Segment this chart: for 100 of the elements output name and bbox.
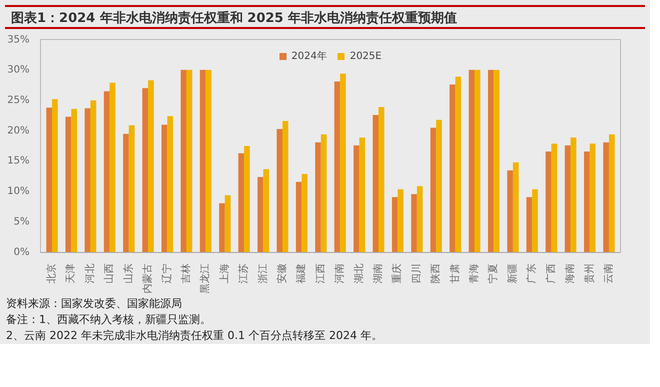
bar: [354, 145, 360, 252]
bar: [334, 81, 340, 252]
bar: [282, 121, 288, 252]
x-tick-label: 湖南: [372, 264, 384, 284]
y-tick-label: 35%: [7, 34, 30, 46]
text: 2、云南 2022 年未完成非水电消纳责任权重 0.1 个百分点转移至 2024 年。: [6, 328, 382, 344]
bar: [551, 144, 558, 252]
bar: [398, 189, 404, 252]
y-tick-label: 0%: [14, 247, 30, 258]
x-tick-label: 江苏: [238, 264, 250, 284]
text: 资料来源：国家发改委、国家能源局: [6, 296, 182, 312]
bar: [372, 114, 379, 252]
x-tick-label: 辽宁: [160, 264, 173, 284]
x-tick-label: 湖北: [352, 264, 365, 284]
x-tick-label: 陕西: [430, 264, 442, 284]
bar: [180, 70, 186, 252]
bar: [296, 182, 302, 252]
bar: [238, 153, 244, 252]
text: 备注：1、西藏不纳入考核，新疆只监测。: [6, 312, 211, 328]
bar: [359, 137, 366, 252]
bar: [436, 120, 442, 252]
bar: [320, 134, 327, 252]
bar: [590, 144, 596, 252]
x-tick-label: 山东: [122, 264, 134, 284]
bar: [378, 107, 384, 252]
bar: [416, 186, 423, 252]
bar: [90, 100, 96, 252]
legend-label: 2025E: [350, 50, 382, 62]
bar: [507, 170, 513, 252]
bar: [84, 108, 90, 252]
bar: [340, 74, 346, 252]
bar: [512, 162, 519, 252]
bar: [46, 108, 52, 252]
bar: [224, 195, 231, 252]
x-tick-label: 四川: [410, 264, 422, 284]
bar: [450, 84, 456, 252]
x-tick-label: 浙江: [256, 264, 269, 284]
bar: [71, 108, 77, 252]
bar: [468, 70, 475, 252]
bar: [128, 125, 135, 252]
x-tick-label: 河南: [334, 264, 346, 284]
y-tick-label: 15%: [7, 156, 30, 167]
bar: [603, 142, 609, 252]
bar: [258, 177, 264, 252]
bar: [244, 146, 250, 252]
bar: [186, 70, 192, 252]
bar: [430, 128, 436, 252]
x-tick-label: 河北: [84, 264, 96, 284]
bar: [161, 124, 168, 252]
x-tick-label: 江西: [314, 264, 326, 284]
bar: [455, 76, 462, 252]
bar: [104, 91, 110, 252]
x-tick-label: 福建: [295, 264, 308, 284]
bar: [200, 70, 206, 252]
y-tick-label: 25%: [7, 94, 30, 106]
x-tick-label: 黑龙江: [199, 264, 212, 294]
x-tick-label: 广西: [544, 264, 557, 284]
bar: [142, 88, 148, 252]
bar: [219, 203, 225, 252]
bar: [570, 137, 576, 252]
bar: [546, 151, 552, 252]
bar: [392, 197, 398, 252]
bar: [52, 99, 58, 252]
x-tick-label: 青海: [468, 264, 480, 284]
y-tick-label: 10%: [7, 186, 30, 198]
bar: [411, 194, 417, 252]
bar: [167, 116, 174, 252]
y-tick-label: 20%: [7, 125, 30, 136]
bar: [206, 70, 212, 252]
x-tick-label: 海南: [564, 264, 576, 284]
x-tick-label: 重庆: [391, 264, 404, 284]
x-tick-label: 内蒙古: [142, 264, 154, 294]
bar: [110, 82, 116, 252]
bar: [302, 174, 308, 252]
legend-label: 2024年: [291, 50, 327, 63]
x-tick-label: 吉林: [180, 264, 192, 284]
x-tick-label: 广东: [526, 264, 538, 284]
x-tick-label: 云南: [602, 264, 614, 284]
bar: [474, 70, 480, 252]
bar: [65, 116, 72, 252]
x-tick-label: 宁夏: [487, 264, 500, 284]
x-tick-label: 上海: [218, 264, 230, 284]
bar: [123, 134, 129, 252]
bar: [488, 70, 494, 252]
y-tick-label: 30%: [7, 64, 30, 76]
x-tick-label: 安徽: [276, 264, 288, 284]
x-tick-label: 新疆: [506, 264, 518, 284]
chart-title: 图表1：2024 年非水电消纳责任权重和 2025 年非水电消纳责任权重预期值: [11, 10, 457, 28]
bar: [584, 151, 590, 252]
bar: [494, 70, 500, 252]
x-tick-label: 北京: [46, 264, 58, 284]
bar: [148, 80, 154, 252]
x-tick-label: 山西: [103, 264, 116, 284]
bar: [315, 142, 321, 252]
bar: [526, 197, 532, 252]
bar: [532, 189, 538, 252]
bar: [564, 145, 571, 252]
y-tick-label: 5%: [14, 216, 30, 228]
bar: [276, 128, 282, 252]
x-tick-label: 贵州: [583, 264, 596, 284]
